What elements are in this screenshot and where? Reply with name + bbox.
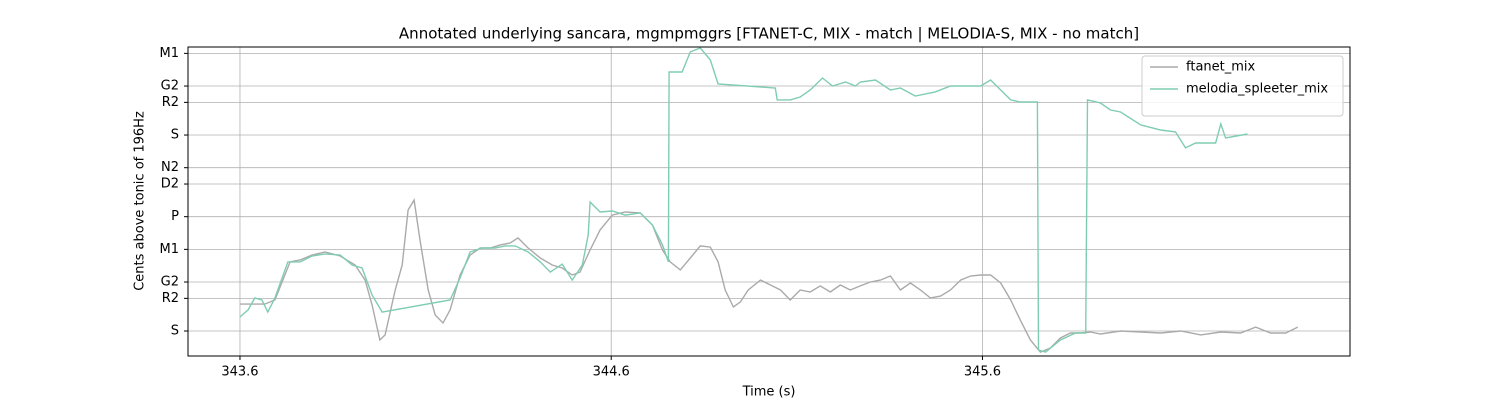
lines [239,47,1299,353]
y-tick-label: G2 [161,275,179,290]
x-tick-label: 345.6 [964,365,1001,380]
line [239,47,1248,353]
y-axis-label: Cents above tonic of 196Hz [133,111,148,291]
y-tick-label: R2 [162,291,179,306]
plot-frame [187,46,1351,357]
x-tick-label: 343.6 [221,365,258,380]
x-tick-label: 344.6 [593,365,630,380]
y-tick-label: N2 [161,160,179,175]
y-tick-label: P [171,209,179,224]
y-tick-label: M1 [160,46,180,61]
x-axis-label: Time (s) [742,385,796,400]
legend-label: melodia_spleeter_mix [1186,82,1328,97]
legend: ftanet_mix melodia_spleeter_mix [1141,55,1344,117]
chart-title: Annotated underlying sancara, mgmpmggrs … [399,25,1139,43]
legend-box [1141,55,1344,117]
y-tick-label: D2 [161,177,179,192]
legend-label: ftanet_mix [1186,60,1256,75]
y-tick-label: S [171,324,179,339]
y-tick-label: R2 [162,95,179,110]
y-tick-label: G2 [161,79,179,94]
y-tick-label: M1 [160,242,180,257]
y-tick-label: S [171,128,179,143]
